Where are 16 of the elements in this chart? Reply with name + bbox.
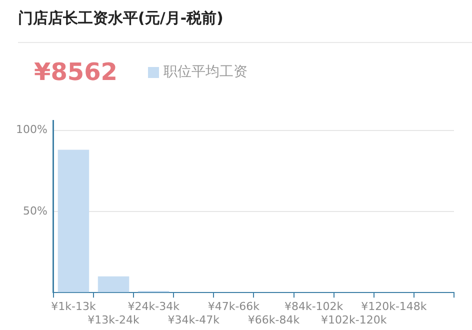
chart-title: 门店店长工资水平(元/月-税前) [18,9,224,28]
x-tick-label: ¥120k-148k [361,300,428,314]
x-tick-label: ¥24k-34k [128,300,180,314]
x-tick-label: ¥84k-102k [284,300,344,314]
legend-label: 职位平均工资 [164,63,248,81]
x-tick-label: ¥34k-47k [168,313,220,326]
y-tick-label: 50% [22,204,48,218]
x-tick-label: ¥1k-13k [51,300,96,314]
x-tick-label: ¥13k-24k [88,313,140,326]
bar [98,276,130,292]
text: ¥8562 [34,58,118,86]
x-tick-label: ¥66k-84k [248,313,300,326]
x-tick-label: ¥47k-66k [208,300,260,314]
x-tick-label: ¥102k-120k [321,313,388,326]
bar [58,150,90,292]
y-tick-label: 100% [16,123,48,136]
